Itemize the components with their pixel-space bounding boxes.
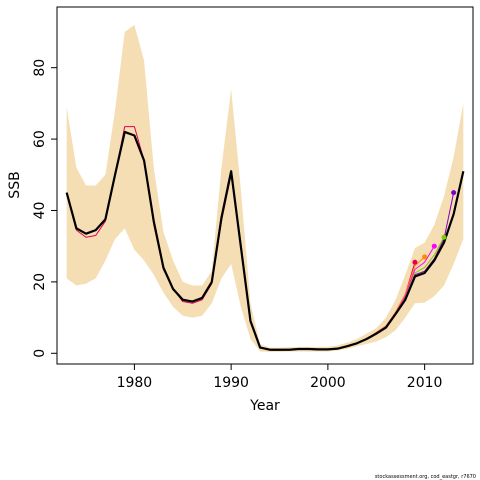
x-axis: 1980 1990 2000 2010 bbox=[117, 364, 443, 391]
credit-text: stockassessment.org, cod_eastgr, r7670 bbox=[375, 474, 476, 480]
x-tick-label-2: 2000 bbox=[310, 375, 346, 391]
end-points-layer bbox=[412, 190, 457, 265]
y-tick-label-4: 80 bbox=[32, 59, 48, 77]
confidence-band-layer bbox=[66, 24, 464, 352]
y-tick-label-2: 40 bbox=[32, 202, 48, 220]
y-tick-label-0: 0 bbox=[32, 349, 48, 358]
end-point-1 bbox=[422, 254, 428, 260]
end-point-4 bbox=[451, 190, 457, 196]
y-axis: 0 20 40 60 80 bbox=[32, 59, 57, 358]
series-layer bbox=[65, 126, 465, 351]
plot-frame bbox=[56, 6, 474, 365]
y-axis-title: SSB bbox=[7, 171, 23, 198]
confidence-band bbox=[66, 24, 464, 352]
end-point-0 bbox=[412, 259, 418, 265]
y-tick-label-3: 60 bbox=[32, 130, 48, 148]
end-point-2 bbox=[431, 243, 437, 249]
x-axis-title: Year bbox=[249, 398, 280, 414]
end-point-3 bbox=[441, 234, 447, 240]
x-tick-label-3: 2010 bbox=[407, 375, 443, 391]
x-tick-label-1: 1990 bbox=[213, 375, 249, 391]
x-tick-label-0: 1980 bbox=[117, 375, 153, 391]
series-line-0 bbox=[65, 130, 465, 351]
y-tick-label-1: 20 bbox=[32, 273, 48, 291]
